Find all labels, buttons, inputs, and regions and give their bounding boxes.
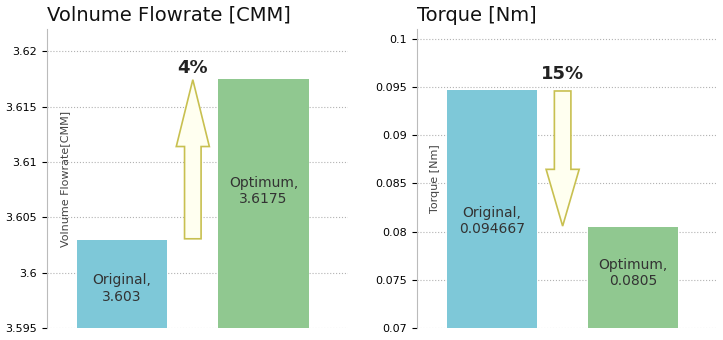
Text: Torque [Nm]: Torque [Nm] — [430, 144, 440, 213]
Bar — [218, 79, 309, 328]
Text: Volnume Flowrate[CMM]: Volnume Flowrate[CMM] — [60, 110, 70, 247]
Text: Optimum,
0.0805: Optimum, 0.0805 — [599, 257, 668, 288]
Polygon shape — [176, 80, 210, 239]
Text: 15%: 15% — [541, 66, 584, 84]
Text: Torque [Nm]: Torque [Nm] — [417, 5, 536, 24]
Text: Optimum,
3.6175: Optimum, 3.6175 — [228, 176, 298, 206]
Bar — [589, 227, 678, 328]
Polygon shape — [546, 91, 579, 226]
Text: 4%: 4% — [178, 59, 208, 77]
Text: Original,
0.094667: Original, 0.094667 — [459, 206, 525, 236]
Text: Original,
3.603: Original, 3.603 — [93, 273, 152, 304]
Bar — [77, 240, 167, 328]
Text: Volnume Flowrate [CMM]: Volnume Flowrate [CMM] — [47, 5, 291, 24]
Bar — [447, 90, 537, 328]
